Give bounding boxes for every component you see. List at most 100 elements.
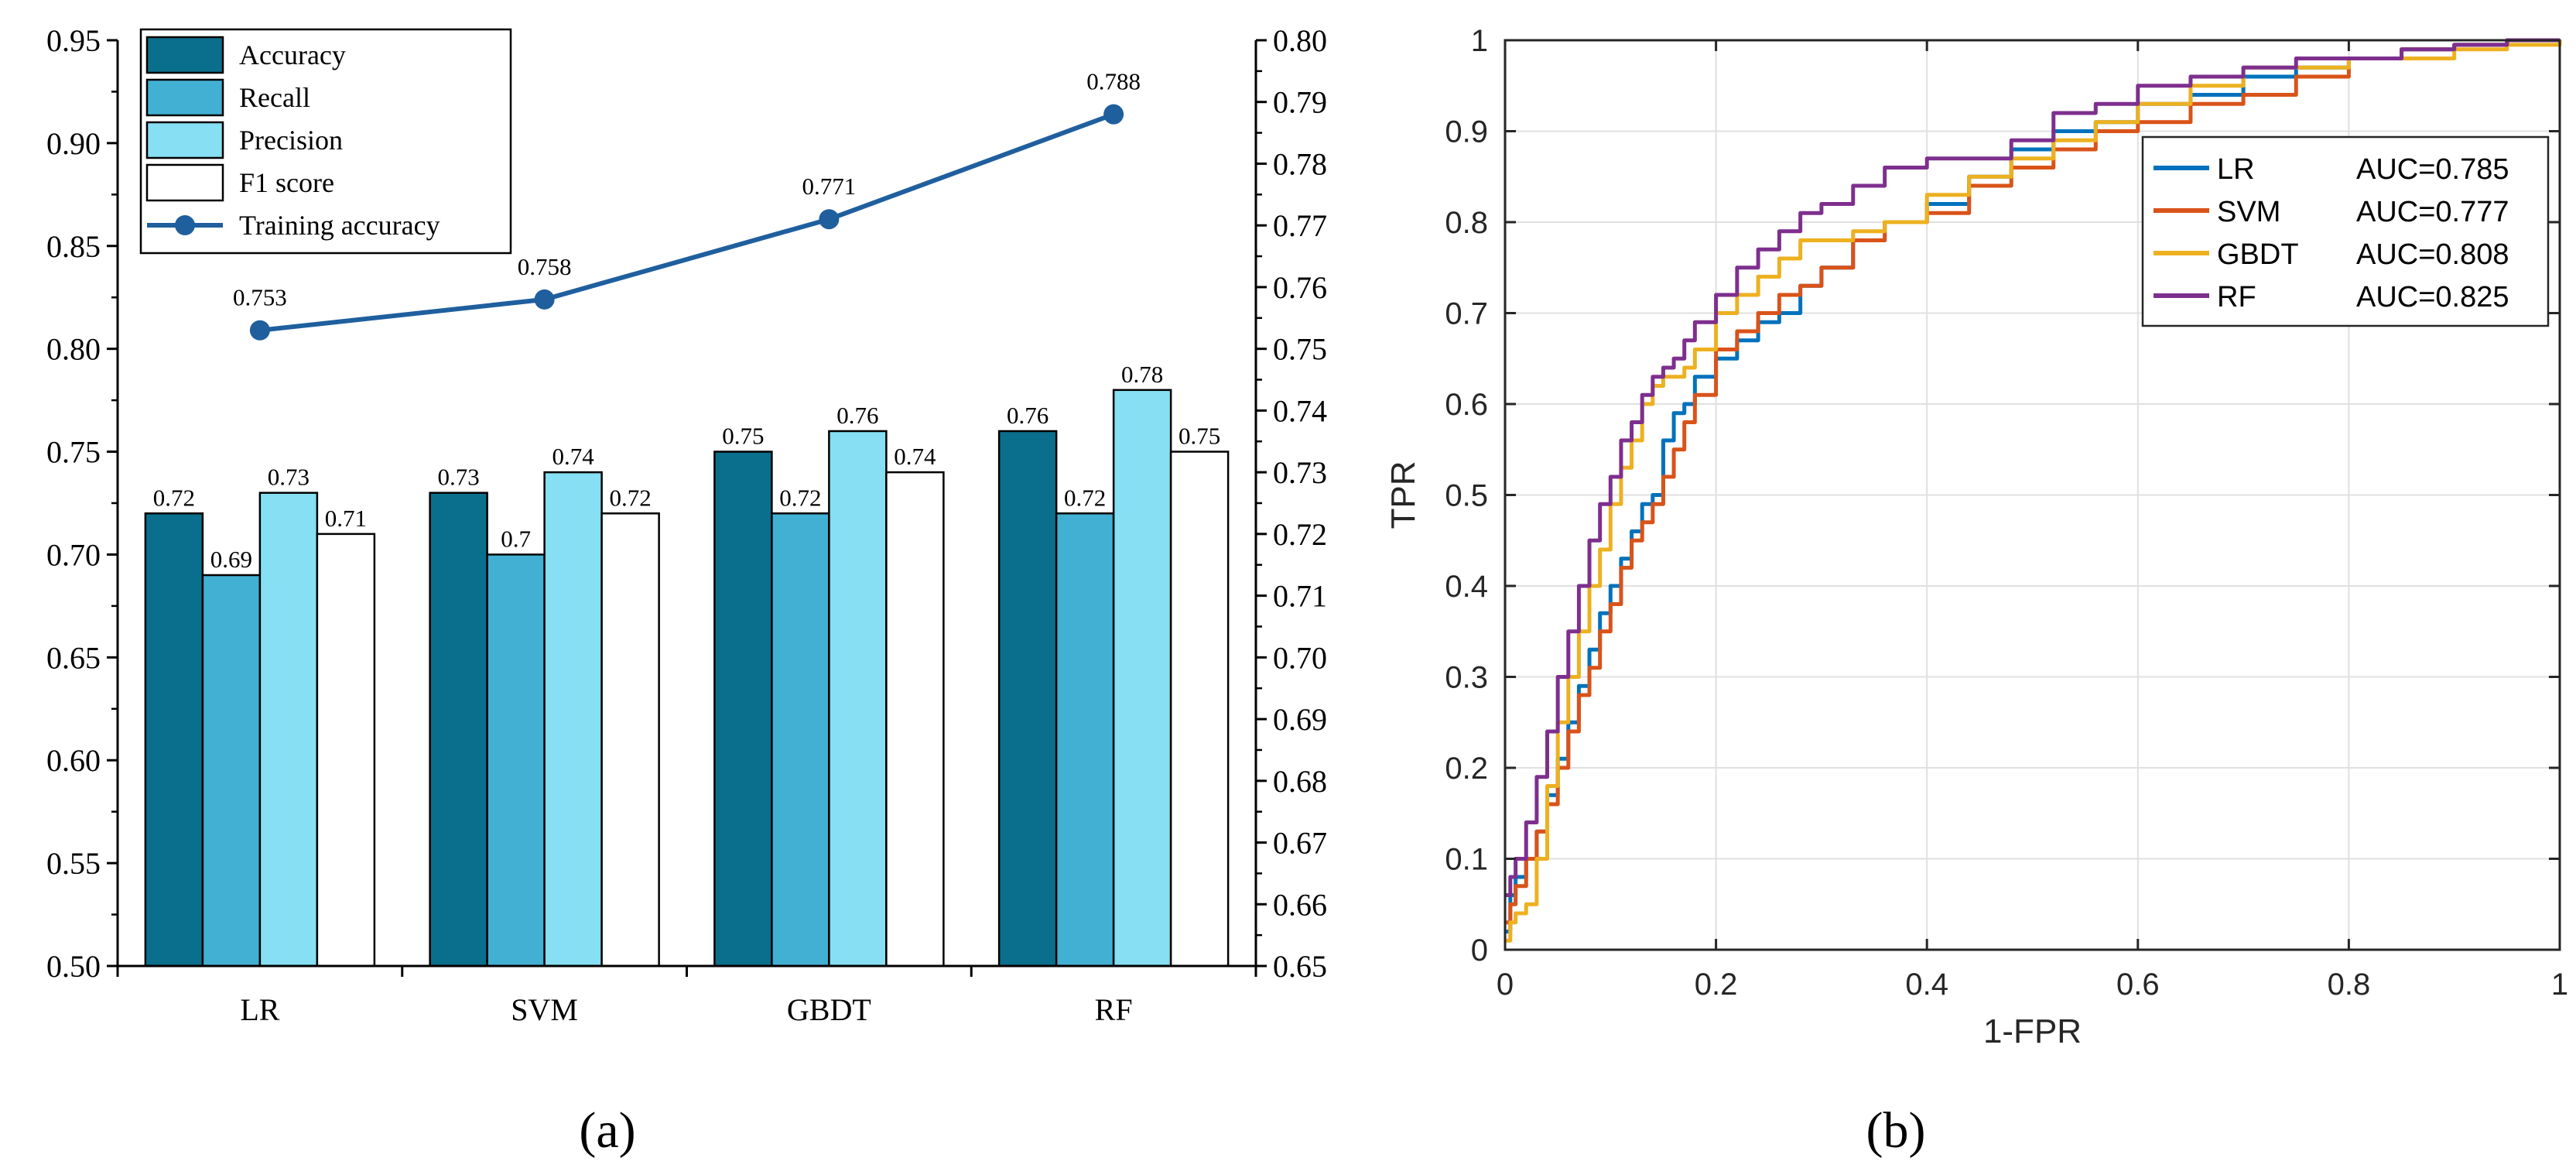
- training-accuracy-marker: [534, 289, 555, 310]
- bar-rf-precision: [1112, 389, 1172, 968]
- y-tick-label: 0.1: [1445, 843, 1488, 877]
- legend-entry-label: Precision: [239, 125, 343, 156]
- y-tick-label: 0.3: [1445, 661, 1488, 695]
- x-category-label: SVM: [511, 992, 578, 1027]
- bar-value-label: 0.75: [722, 423, 764, 450]
- bar-value-label: 0.72: [610, 484, 652, 511]
- bar-lr-precision: [258, 492, 319, 968]
- x-category-label: RF: [1095, 992, 1133, 1027]
- roc-legend-name: SVM: [2217, 196, 2280, 228]
- bar-gbdt-f1-score: [885, 471, 945, 968]
- y-tick-label: 0.4: [1445, 570, 1488, 604]
- right-y-tick-label: 0.68: [1273, 764, 1327, 799]
- roc-chart-panel: 0 0.2 0.4 0.6 0.8 1 0 0.1 0.2 0.3 0.4 0.5 0.6 0.7 0.8 0…: [1384, 24, 2568, 1050]
- bar-value-label: 0.72: [779, 484, 821, 511]
- roc-legend-name: LR: [2217, 153, 2255, 186]
- bar-gbdt-recall: [771, 512, 830, 968]
- training-accuracy-label: 0.771: [802, 173, 857, 200]
- left-y-tick-label: 0.50: [46, 949, 101, 984]
- bar-svm-accuracy: [429, 492, 488, 968]
- roc-legend-box: [2141, 135, 2550, 327]
- legend-swatch: [145, 78, 224, 117]
- roc-legend-name: GBDT: [2217, 238, 2299, 271]
- right-y-tick-label: 0.77: [1273, 208, 1327, 243]
- y-tick-label: 0.7: [1445, 297, 1488, 331]
- bar-gbdt-accuracy: [713, 450, 773, 968]
- left-y-tick-label: 0.85: [46, 229, 101, 264]
- bar-lr-accuracy: [144, 512, 204, 968]
- bar-value-label: 0.7: [501, 525, 531, 552]
- roc-legend-auc: AUC=0.777: [2356, 196, 2509, 228]
- right-y-tick-label: 0.80: [1273, 23, 1327, 58]
- y-tick-label: 0.2: [1445, 752, 1488, 786]
- bar-value-label: 0.78: [1121, 361, 1163, 388]
- right-y-tick-label: 0.69: [1273, 702, 1327, 737]
- bar-value-label: 0.73: [438, 464, 480, 491]
- y-tick-label: 0: [1471, 933, 1488, 968]
- bar-value-label: 0.74: [552, 443, 595, 470]
- roc-axes: 0 0.2 0.4 0.6 0.8 1 0 0.1 0.2 0.3 0.4 0.5 0.6 0.7 0.8 0…: [1384, 24, 2568, 1050]
- bar-value-label: 0.69: [210, 546, 252, 573]
- roc-curve-rf: [1505, 38, 2560, 897]
- training-accuracy-marker: [819, 209, 840, 230]
- training-accuracy-polyline: [259, 111, 1115, 333]
- bar-rf-f1-score: [1169, 450, 1230, 968]
- right-y-tick-label: 0.79: [1273, 85, 1327, 120]
- roc-legend-auc: AUC=0.808: [2356, 238, 2509, 271]
- right-y-tick-label: 0.76: [1273, 270, 1327, 305]
- x-tick-label: 0.6: [2116, 968, 2160, 1002]
- roc-curve-svm: [1505, 38, 2560, 925]
- roc-legend-auc: AUC=0.825: [2356, 281, 2509, 313]
- training-accuracy-marker: [1103, 104, 1124, 125]
- right-y-tick-label: 0.71: [1273, 579, 1327, 614]
- left-y-tick-label: 0.75: [46, 435, 101, 470]
- bar-value-label: 0.71: [325, 505, 367, 532]
- x-category-label: LR: [240, 992, 279, 1027]
- left-y-tick-label: 0.65: [46, 640, 101, 675]
- x-tick-label: 0.8: [2328, 968, 2371, 1002]
- bar-svm-f1-score: [600, 512, 660, 968]
- bar-chart-legend: Accuracy Recall Precision F1 score Training …: [139, 28, 512, 255]
- right-y-tick-label: 0.70: [1273, 640, 1327, 675]
- bar-value-label: 0.73: [268, 464, 310, 491]
- bar-value-label: 0.72: [1064, 484, 1106, 511]
- training-accuracy-line: 0.753 0.758 0.771 0.788: [233, 68, 1141, 341]
- y-tick-label: 0.8: [1445, 206, 1488, 240]
- right-y-tick-label: 0.74: [1273, 393, 1327, 428]
- panel-b-caption: (b): [1866, 1102, 1926, 1159]
- right-y-tick-label: 0.75: [1273, 332, 1327, 367]
- x-tick-label: 0.2: [1695, 968, 1738, 1002]
- roc-legend-auc: AUC=0.785: [2356, 153, 2509, 186]
- bar-value-labels: 0.72 0.73 0.75 0.76 0.69 0.7 0.72 0.72 0.73 0.74 0…: [153, 361, 1221, 573]
- left-y-tick-label: 0.95: [46, 23, 101, 58]
- training-accuracy-marker: [249, 320, 270, 341]
- bar-value-label: 0.75: [1179, 423, 1220, 450]
- right-y-tick-label: 0.65: [1273, 949, 1327, 984]
- bar-gbdt-precision: [828, 430, 888, 968]
- legend-entry-label: Accuracy: [239, 39, 346, 70]
- legend-swatch: [145, 121, 224, 159]
- left-y-tick-label: 0.90: [46, 126, 101, 161]
- legend-swatch: [145, 36, 224, 74]
- bar-chart-panel: 0.720.730.750.760.690.70.72 0.720.730.740…: [46, 23, 1327, 1027]
- legend-entry-label: Training accuracy: [239, 210, 440, 241]
- panel-a-caption: (a): [579, 1102, 635, 1159]
- x-axis-title: 1-FPR: [1983, 1012, 2082, 1050]
- y-axis-title: TPR: [1384, 461, 1422, 529]
- y-tick-label: 0.5: [1445, 479, 1488, 513]
- bar-svm-precision: [543, 471, 603, 968]
- x-tick-label: 0: [1497, 968, 1514, 1002]
- bar-value-label: 0.76: [836, 402, 878, 429]
- left-y-tick-label: 0.70: [46, 537, 101, 572]
- left-y-tick-label: 0.80: [46, 332, 101, 367]
- bar-chart-axes: 0.50 0.55 0.60 0.65 0.70 0.75 0.80 0.85 0.90 0.95…: [46, 23, 1327, 1027]
- legend-entry-label: Recall: [239, 82, 310, 113]
- right-y-tick-label: 0.66: [1273, 887, 1327, 922]
- right-y-tick-label: 0.67: [1273, 826, 1327, 861]
- right-y-tick-label: 0.72: [1273, 517, 1327, 552]
- roc-curves: [1505, 38, 2562, 943]
- legend-swatch: [145, 163, 224, 202]
- right-y-tick-label: 0.78: [1273, 146, 1327, 181]
- bar-svm-recall: [486, 553, 546, 968]
